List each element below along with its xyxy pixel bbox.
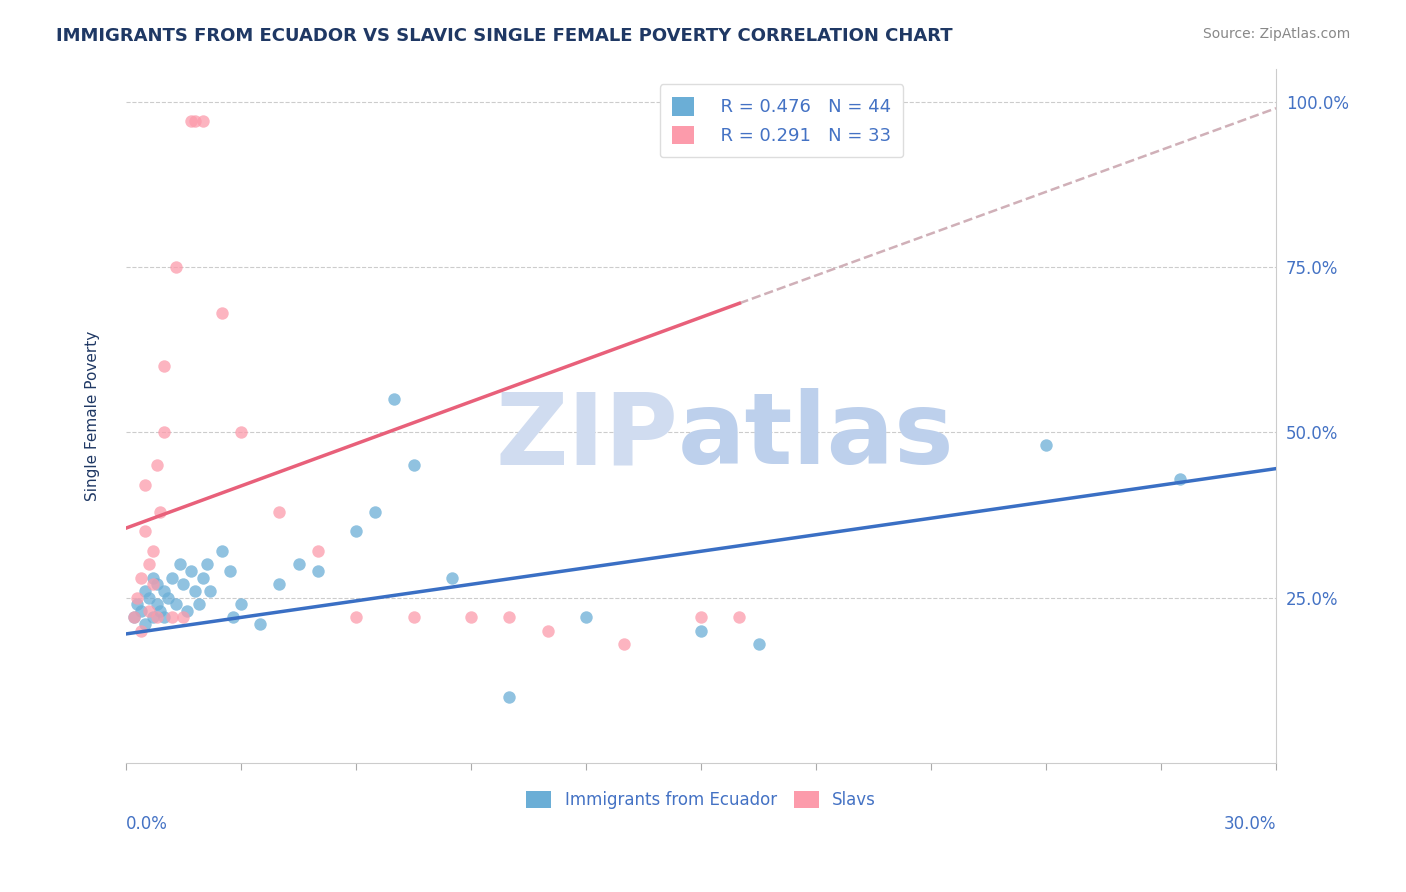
Point bbox=[211, 544, 233, 558]
Point bbox=[402, 610, 425, 624]
Point bbox=[211, 306, 233, 320]
Legend: Immigrants from Ecuador, Slavs: Immigrants from Ecuador, Slavs bbox=[517, 782, 884, 817]
Point bbox=[176, 604, 198, 618]
Point bbox=[122, 610, 145, 624]
Point bbox=[191, 571, 214, 585]
Point bbox=[537, 624, 560, 638]
Point bbox=[344, 610, 367, 624]
Point bbox=[249, 617, 271, 632]
Point bbox=[1035, 438, 1057, 452]
Point bbox=[307, 564, 329, 578]
Point bbox=[1168, 471, 1191, 485]
Point bbox=[382, 392, 405, 407]
Point bbox=[134, 524, 156, 539]
Point bbox=[498, 690, 520, 704]
Y-axis label: Single Female Poverty: Single Female Poverty bbox=[86, 331, 100, 500]
Point bbox=[165, 597, 187, 611]
Point bbox=[180, 114, 202, 128]
Point bbox=[153, 359, 176, 373]
Point bbox=[173, 577, 195, 591]
Point bbox=[200, 583, 222, 598]
Point bbox=[364, 505, 387, 519]
Point bbox=[134, 617, 156, 632]
Point bbox=[498, 610, 520, 624]
Point bbox=[218, 564, 240, 578]
Text: IMMIGRANTS FROM ECUADOR VS SLAVIC SINGLE FEMALE POVERTY CORRELATION CHART: IMMIGRANTS FROM ECUADOR VS SLAVIC SINGLE… bbox=[56, 27, 953, 45]
Point bbox=[173, 610, 195, 624]
Point bbox=[287, 558, 309, 572]
Point bbox=[131, 571, 153, 585]
Point bbox=[160, 610, 183, 624]
Point bbox=[307, 544, 329, 558]
Point bbox=[142, 610, 165, 624]
Point bbox=[149, 604, 172, 618]
Point bbox=[229, 425, 252, 440]
Point bbox=[131, 624, 153, 638]
Point bbox=[127, 597, 149, 611]
Point bbox=[269, 577, 291, 591]
Point bbox=[145, 577, 167, 591]
Text: 30.0%: 30.0% bbox=[1223, 815, 1277, 833]
Text: atlas: atlas bbox=[678, 388, 955, 485]
Point bbox=[142, 544, 165, 558]
Text: ZIP: ZIP bbox=[495, 388, 678, 485]
Point bbox=[145, 458, 167, 473]
Point bbox=[134, 478, 156, 492]
Point bbox=[191, 114, 214, 128]
Point bbox=[169, 558, 191, 572]
Point bbox=[690, 610, 713, 624]
Text: Source: ZipAtlas.com: Source: ZipAtlas.com bbox=[1202, 27, 1350, 41]
Point bbox=[460, 610, 482, 624]
Point bbox=[122, 610, 145, 624]
Point bbox=[165, 260, 187, 274]
Point bbox=[149, 505, 172, 519]
Point bbox=[229, 597, 252, 611]
Point bbox=[160, 571, 183, 585]
Text: 0.0%: 0.0% bbox=[127, 815, 167, 833]
Point bbox=[153, 425, 176, 440]
Point bbox=[748, 637, 770, 651]
Point bbox=[157, 591, 180, 605]
Point bbox=[138, 604, 160, 618]
Point bbox=[575, 610, 598, 624]
Point bbox=[184, 114, 207, 128]
Point bbox=[613, 637, 636, 651]
Point bbox=[138, 591, 160, 605]
Point bbox=[690, 624, 713, 638]
Point bbox=[153, 583, 176, 598]
Point bbox=[142, 577, 165, 591]
Point bbox=[127, 591, 149, 605]
Point bbox=[184, 583, 207, 598]
Point bbox=[440, 571, 463, 585]
Point bbox=[222, 610, 245, 624]
Point bbox=[145, 597, 167, 611]
Point bbox=[153, 610, 176, 624]
Point bbox=[138, 558, 160, 572]
Point bbox=[180, 564, 202, 578]
Point bbox=[187, 597, 209, 611]
Point bbox=[402, 458, 425, 473]
Point bbox=[142, 571, 165, 585]
Point bbox=[131, 604, 153, 618]
Point bbox=[145, 610, 167, 624]
Point bbox=[269, 505, 291, 519]
Point bbox=[728, 610, 751, 624]
Point bbox=[134, 583, 156, 598]
Point bbox=[195, 558, 218, 572]
Point bbox=[344, 524, 367, 539]
